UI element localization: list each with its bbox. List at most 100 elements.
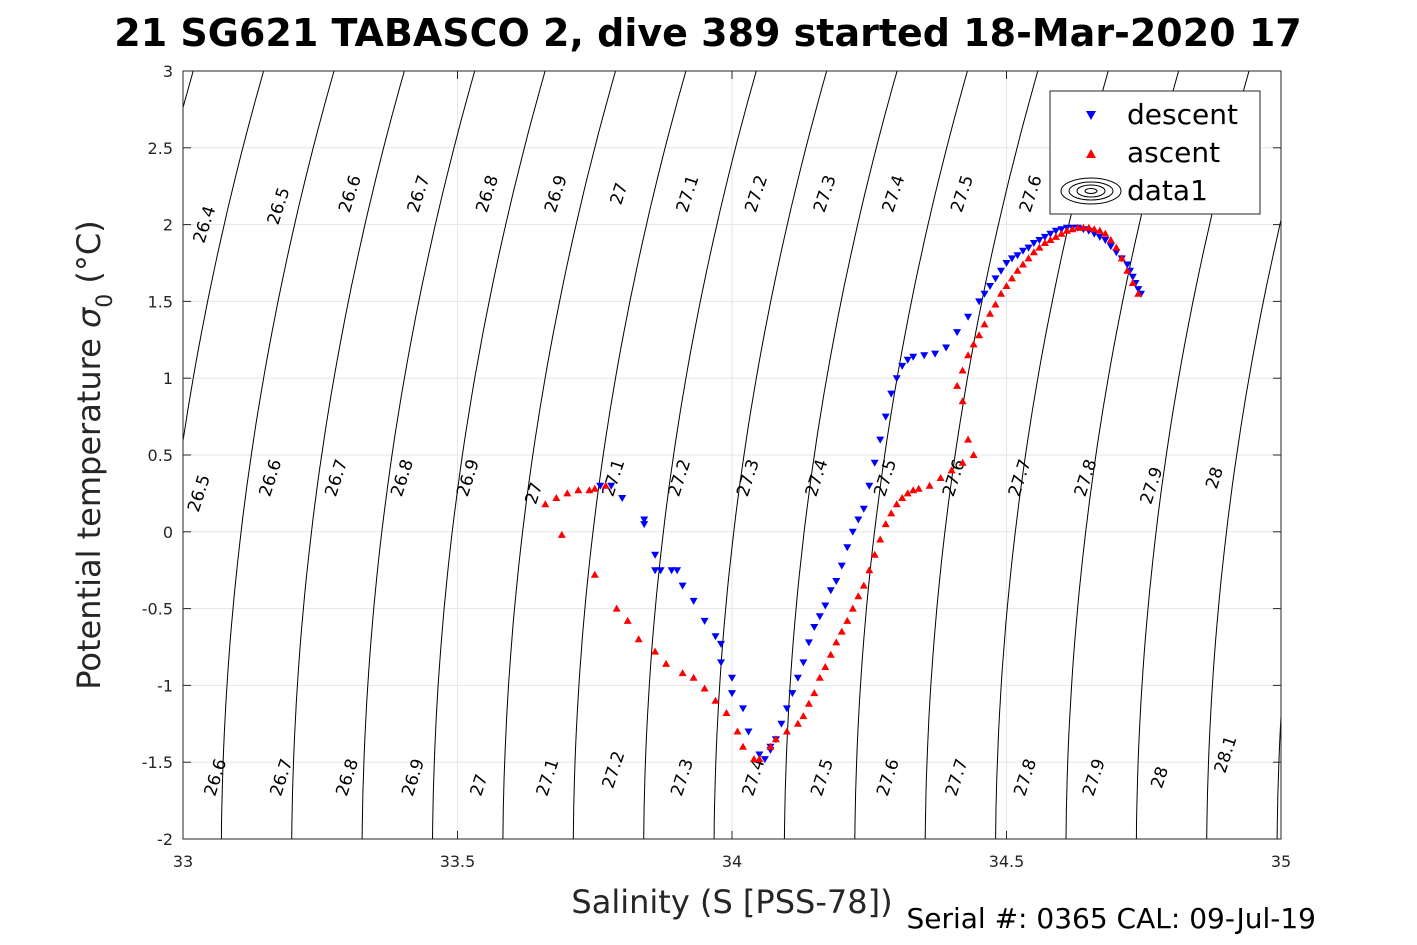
ascent-point [771, 735, 780, 743]
ascent-point [903, 489, 912, 497]
y-axis-label-main: Potential temperature [70, 328, 108, 690]
ascent-point [837, 627, 846, 635]
ascent-point [881, 520, 890, 528]
x-tick-label: 34 [722, 852, 742, 871]
ascent-point [870, 550, 879, 558]
ascent-point [953, 381, 962, 389]
density-contour-line [854, 71, 968, 839]
ascent-point [997, 289, 1005, 297]
ascent-point [1084, 223, 1093, 231]
ascent-point [755, 755, 764, 763]
descent-point [1057, 226, 1066, 234]
descent-point [815, 613, 824, 621]
legend-data1-marker [1060, 177, 1122, 205]
ascent-point [821, 663, 830, 670]
descent-point [997, 267, 1005, 275]
descent-point [717, 640, 725, 648]
descent-point [887, 390, 896, 398]
ascent-point [991, 300, 1000, 308]
density-contour-line [1348, 71, 1417, 839]
legend-descent-label: descent [1127, 98, 1238, 131]
descent-point [1013, 252, 1022, 260]
density-contour-line [502, 71, 616, 839]
descent-point [1019, 247, 1027, 255]
descent-point [964, 313, 973, 321]
ascent-point [766, 742, 775, 750]
ascent-point [634, 635, 643, 643]
descent-point [640, 516, 649, 524]
descent-point [1002, 260, 1011, 267]
ascent-point [958, 458, 967, 466]
descent-point [980, 290, 989, 298]
descent-point [1029, 240, 1038, 247]
descent-point [821, 602, 830, 610]
descent-point [931, 350, 940, 358]
density-contour-line [572, 71, 687, 839]
descent-point [892, 375, 901, 383]
descent-point [1040, 233, 1049, 241]
ascent-point [662, 659, 671, 667]
descent-point [1046, 230, 1055, 238]
ascent-point [826, 650, 835, 658]
ascent-point [651, 647, 660, 655]
descent-series [596, 224, 1145, 764]
descent-point [799, 659, 808, 667]
density-contour-line [713, 71, 828, 839]
ascent-point [739, 742, 747, 750]
ascent-point [876, 535, 885, 543]
legend: descent ascent data1 [1049, 90, 1261, 215]
ascent-point [975, 331, 984, 339]
descent-point [1095, 233, 1104, 241]
x-tick-label: 33 [173, 852, 193, 871]
descent-point [920, 352, 929, 360]
ascent-point [859, 581, 868, 589]
descent-point [728, 674, 736, 682]
ascent-point [898, 494, 907, 501]
ascent-point [832, 638, 841, 646]
legend-descent-marker [1086, 111, 1096, 120]
x-axis-ticks: 33 33.5 34 34.5 35 [173, 71, 1291, 871]
descent-point [755, 751, 764, 759]
ascent-point [925, 481, 934, 489]
ascent-point [1128, 279, 1137, 286]
descent-point [854, 516, 863, 524]
ascent-point [947, 466, 956, 474]
ascent-point [1057, 229, 1066, 237]
descent-point [1035, 237, 1044, 244]
descent-point [744, 728, 753, 736]
ascent-point [722, 709, 731, 716]
descent-point [942, 344, 951, 352]
serial-cal-note: Serial #: 0365 CAL: 09-Jul-19 [906, 902, 1316, 935]
y-axis-ticks: 3 2.5 2 1.5 1 0.5 0 -0.5 -1 -1.5 -2 [142, 62, 1281, 849]
descent-point [1008, 255, 1016, 263]
descent-point [991, 275, 1000, 283]
ascent-series [541, 223, 1143, 763]
descent-point [689, 597, 698, 605]
ascent-point [854, 592, 863, 600]
ascent-point [590, 570, 599, 578]
ascent-point [1008, 274, 1016, 282]
descent-point [1090, 230, 1099, 238]
ascent-point [1051, 232, 1060, 240]
descent-point [782, 705, 791, 713]
ascent-point [865, 566, 874, 574]
ascent-point [612, 604, 621, 612]
descent-point [876, 436, 885, 444]
grid-lines [182, 70, 1282, 840]
x-tick-label: 33.5 [440, 852, 476, 871]
density-contour-line [183, 71, 265, 445]
ascent-point [1079, 223, 1088, 231]
ascent-point [793, 719, 802, 727]
ascent-point [964, 351, 973, 359]
ascent-point [799, 712, 808, 720]
ascent-point [590, 484, 599, 492]
y-tick-label: -1 [157, 676, 173, 695]
descent-point [1123, 261, 1132, 269]
descent-point [717, 659, 725, 667]
ascent-point [541, 500, 550, 508]
descent-point [975, 298, 984, 306]
ascent-point [969, 451, 978, 458]
descent-point [837, 562, 846, 570]
ascent-point [574, 486, 583, 494]
